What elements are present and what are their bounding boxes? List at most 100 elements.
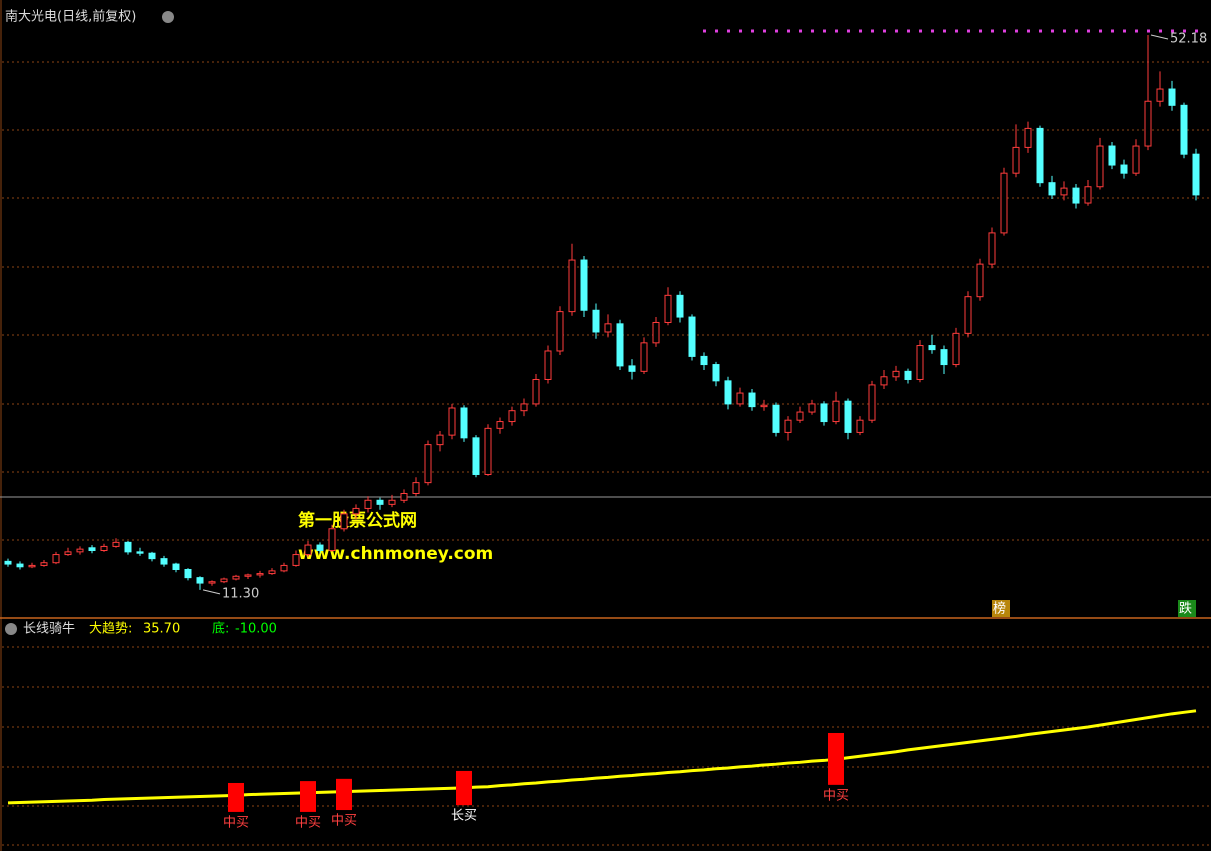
candle-body — [1024, 127, 1032, 148]
candle-body — [700, 355, 708, 366]
candle-body — [1192, 153, 1200, 196]
candle-body — [16, 563, 24, 568]
legend-name: 大趋势: — [89, 621, 132, 637]
tag-label: 跌 — [1179, 601, 1192, 617]
signal-bar — [228, 782, 244, 812]
candle-body — [976, 263, 984, 298]
candle-body — [844, 400, 852, 433]
candle-body — [640, 342, 648, 372]
candle-body — [196, 577, 204, 584]
annotation-arrow — [202, 589, 221, 595]
candle-body — [964, 296, 972, 334]
candle-body — [1012, 146, 1020, 174]
candle-body — [484, 427, 492, 475]
candle-body — [436, 434, 444, 446]
candle-body — [1180, 104, 1188, 155]
tag-box — [1178, 600, 1196, 617]
candle-body — [148, 552, 156, 560]
candle-body — [544, 350, 552, 380]
indicator-line — [7, 709, 1197, 805]
candle-body — [784, 419, 792, 433]
candle-body — [64, 551, 72, 556]
candle-body — [28, 564, 36, 568]
chart-title: 南大光电(日线,前复权) — [5, 9, 136, 25]
legend-value: 35.70 — [143, 622, 180, 637]
candle-body — [892, 370, 900, 378]
candle-body — [1048, 182, 1056, 196]
candle-body — [952, 332, 960, 366]
candle-body — [40, 562, 48, 566]
candle-body — [592, 309, 600, 333]
candle-body — [184, 568, 192, 579]
candle-body — [100, 545, 108, 551]
candle-body — [568, 259, 576, 313]
menu-icon[interactable] — [5, 623, 17, 635]
candle-body — [1156, 88, 1164, 102]
candle-body — [688, 316, 696, 357]
annotation-label: 11.30 — [222, 586, 259, 601]
candle-body — [712, 364, 720, 382]
candle-body — [1168, 88, 1176, 106]
candle-body — [880, 376, 888, 386]
candle-body — [1120, 164, 1128, 174]
signal-bar — [300, 781, 316, 812]
candle-body — [628, 365, 636, 372]
candle-body — [244, 574, 252, 577]
signal-label: 中买 — [223, 815, 249, 830]
candle-body — [412, 482, 420, 494]
signal-label: 中买 — [823, 788, 849, 803]
candle-body — [136, 551, 144, 554]
signal-label: 中买 — [331, 814, 357, 829]
candle-body — [172, 563, 180, 570]
candle-body — [88, 547, 96, 551]
candle-body — [208, 581, 216, 584]
signal-label: 长买 — [451, 809, 477, 824]
legend-value: -10.00 — [235, 622, 277, 637]
candle-body — [340, 513, 348, 530]
candle-body — [856, 419, 864, 433]
candle-body — [124, 541, 132, 553]
candle-body — [940, 349, 948, 366]
candle-body — [328, 528, 336, 551]
candle-body — [52, 554, 60, 564]
candle-body — [232, 575, 240, 580]
candle-body — [664, 294, 672, 323]
candle-body — [556, 311, 564, 352]
candle-body — [1132, 145, 1140, 174]
indicator-title: 长线骑牛 — [23, 622, 75, 637]
candle-body — [652, 321, 660, 344]
watermark: www.chnmoney.com — [298, 544, 493, 564]
signal-bar — [456, 770, 472, 806]
candle-body — [376, 499, 384, 505]
candle-body — [280, 564, 288, 572]
candle-body — [604, 323, 612, 333]
candle-body — [1144, 100, 1152, 147]
menu-icon[interactable] — [162, 11, 174, 23]
candle-body — [520, 403, 528, 412]
candle-body — [928, 345, 936, 351]
annotation-arrow — [1150, 34, 1169, 40]
candle-body — [364, 499, 372, 509]
candle-body — [220, 578, 228, 583]
candle-body — [868, 384, 876, 421]
candle-body — [352, 507, 360, 515]
annotation-label: 52.18 — [1170, 32, 1207, 47]
candle-body — [916, 345, 924, 380]
candle-body — [256, 573, 264, 576]
signal-label: 中买 — [295, 815, 321, 830]
candle-body — [580, 259, 588, 311]
candle-body — [76, 548, 84, 553]
candle-body — [1096, 145, 1104, 188]
candle-body — [400, 492, 408, 501]
watermark: 第一股票公式网 — [298, 510, 417, 531]
candle-body — [472, 437, 480, 475]
candle-body — [460, 407, 468, 439]
candle-body — [676, 294, 684, 318]
candle-body — [292, 554, 300, 566]
candle-body — [1072, 187, 1080, 204]
candle-body — [736, 392, 744, 405]
candle-body — [4, 560, 12, 565]
candle-body — [424, 444, 432, 484]
